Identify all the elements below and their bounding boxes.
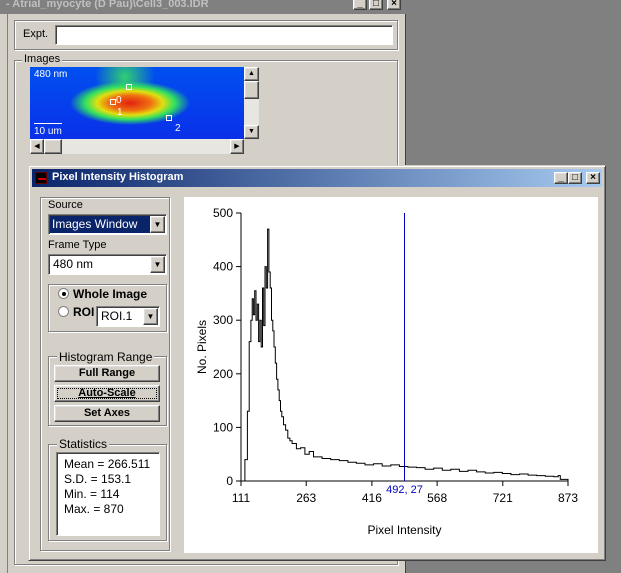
frame-type-value: 480 nm — [53, 257, 94, 271]
y-tick-label: 300 — [213, 313, 233, 327]
histogram-series-line — [241, 228, 569, 482]
chevron-down-icon[interactable]: ▼ — [150, 256, 165, 273]
roi-select[interactable]: ROI.1 ▼ — [96, 306, 160, 327]
histogram-range-label: Histogram Range — [57, 350, 155, 364]
histogram-window: Pixel Intensity Histogram _ □ × Source I… — [28, 165, 606, 561]
y-tick-label: 500 — [213, 206, 233, 220]
stat-min: Min. = 114 — [64, 487, 120, 501]
x-tick-label: 111 — [232, 491, 251, 505]
roi-label: 0 — [116, 95, 122, 106]
scroll-thumb[interactable] — [244, 81, 259, 99]
chevron-down-icon[interactable]: ▼ — [143, 308, 158, 325]
controls-panel — [40, 197, 170, 551]
y-tick-label: 0 — [226, 474, 233, 488]
image-vertical-scrollbar[interactable]: ▲ ▼ — [244, 67, 259, 139]
full-range-button[interactable]: Full Range — [54, 365, 160, 382]
source-label: Source — [48, 199, 83, 211]
scroll-up-icon[interactable]: ▲ — [244, 67, 259, 81]
x-axis-label: Pixel Intensity — [367, 523, 441, 537]
close-button[interactable]: × — [586, 172, 600, 184]
roi-radio-label[interactable]: ROI — [73, 305, 95, 319]
back-window-title-bar[interactable]: - Atrial_myocyte (D Pau)\Cell3_003.IDR _… — [0, 0, 406, 14]
x-tick-label: 263 — [296, 491, 316, 505]
roi-label: 2 — [175, 123, 181, 134]
histogram-plot-area[interactable]: 0 100 200 300 400 500 111 263 416 568 721 873 492, … — [184, 197, 598, 553]
roi-marker[interactable] — [126, 84, 132, 90]
y-tick-label: 400 — [213, 260, 233, 274]
minimize-button[interactable]: _ — [353, 0, 367, 10]
x-tick-label: 416 — [362, 491, 382, 505]
image-horizontal-scrollbar[interactable]: ◀ ▶ — [30, 139, 244, 154]
roi-radio[interactable] — [58, 306, 69, 317]
image-wavelength-label: 480 nm — [34, 69, 68, 80]
histogram-chart[interactable]: 0 100 200 300 400 500 111 263 416 568 721 873 492, … — [184, 197, 598, 553]
close-button[interactable]: × — [387, 0, 401, 10]
stat-max: Max. = 870 — [64, 502, 124, 516]
images-label: Images — [22, 53, 63, 65]
cursor-readout: 492, 27 — [386, 484, 423, 496]
roi-marker[interactable] — [110, 99, 116, 105]
expt-label: Expt. — [23, 28, 49, 40]
left-panel-edge — [0, 14, 8, 573]
maximize-button[interactable]: □ — [568, 172, 582, 184]
scale-bar-label: 10 um — [34, 126, 62, 137]
x-tick-label: 721 — [493, 491, 513, 505]
statistics-box: Mean = 266.511 S.D. = 153.1 Min. = 114 M… — [56, 452, 160, 536]
roi-marker[interactable] — [166, 115, 172, 121]
auto-scale-button[interactable]: Auto-Scale — [54, 385, 160, 402]
back-window-title: - Atrial_myocyte (D Pau)\Cell3_003.IDR — [6, 0, 209, 10]
scroll-thumb[interactable] — [44, 139, 62, 154]
whole-image-label[interactable]: Whole Image — [73, 287, 148, 301]
statistics-label: Statistics — [57, 437, 110, 451]
stat-mean: Mean = 266.511 — [64, 457, 151, 471]
histogram-window-title: Pixel Intensity Histogram — [52, 171, 184, 183]
expt-group: Expt. — [14, 20, 398, 50]
maximize-button[interactable]: □ — [369, 0, 383, 10]
set-axes-button[interactable]: Set Axes — [54, 405, 160, 422]
whole-image-radio[interactable] — [58, 288, 69, 299]
scale-bar — [34, 123, 62, 124]
roi-label: 1 — [117, 107, 123, 118]
roi-select-value: ROI.1 — [101, 309, 133, 323]
scroll-right-icon[interactable]: ▶ — [230, 139, 244, 154]
y-axis-label: No. Pixels — [195, 320, 209, 374]
y-tick-label: 100 — [213, 420, 233, 434]
stat-sd: S.D. = 153.1 — [64, 472, 132, 486]
y-tick-label: 200 — [213, 367, 233, 381]
frame-type-select[interactable]: 480 nm ▼ — [48, 254, 167, 275]
x-tick-label: 568 — [427, 491, 447, 505]
minimize-button[interactable]: _ — [554, 172, 568, 184]
expt-field[interactable] — [55, 25, 393, 45]
region-group — [48, 284, 167, 332]
source-select[interactable]: Images Window ▼ — [48, 214, 167, 235]
scroll-left-icon[interactable]: ◀ — [30, 139, 44, 154]
fluorescence-image[interactable]: 480 nm 10 um 0 1 2 — [30, 67, 244, 139]
app-icon — [35, 172, 47, 184]
chevron-down-icon[interactable]: ▼ — [150, 216, 165, 233]
histogram-title-bar[interactable]: Pixel Intensity Histogram _ □ × — [32, 169, 602, 187]
scroll-down-icon[interactable]: ▼ — [244, 125, 259, 139]
x-tick-label: 873 — [558, 491, 578, 505]
source-selected-value: Images Window — [50, 216, 150, 233]
image-heatmap — [30, 67, 244, 139]
frame-type-label: Frame Type — [48, 239, 107, 251]
